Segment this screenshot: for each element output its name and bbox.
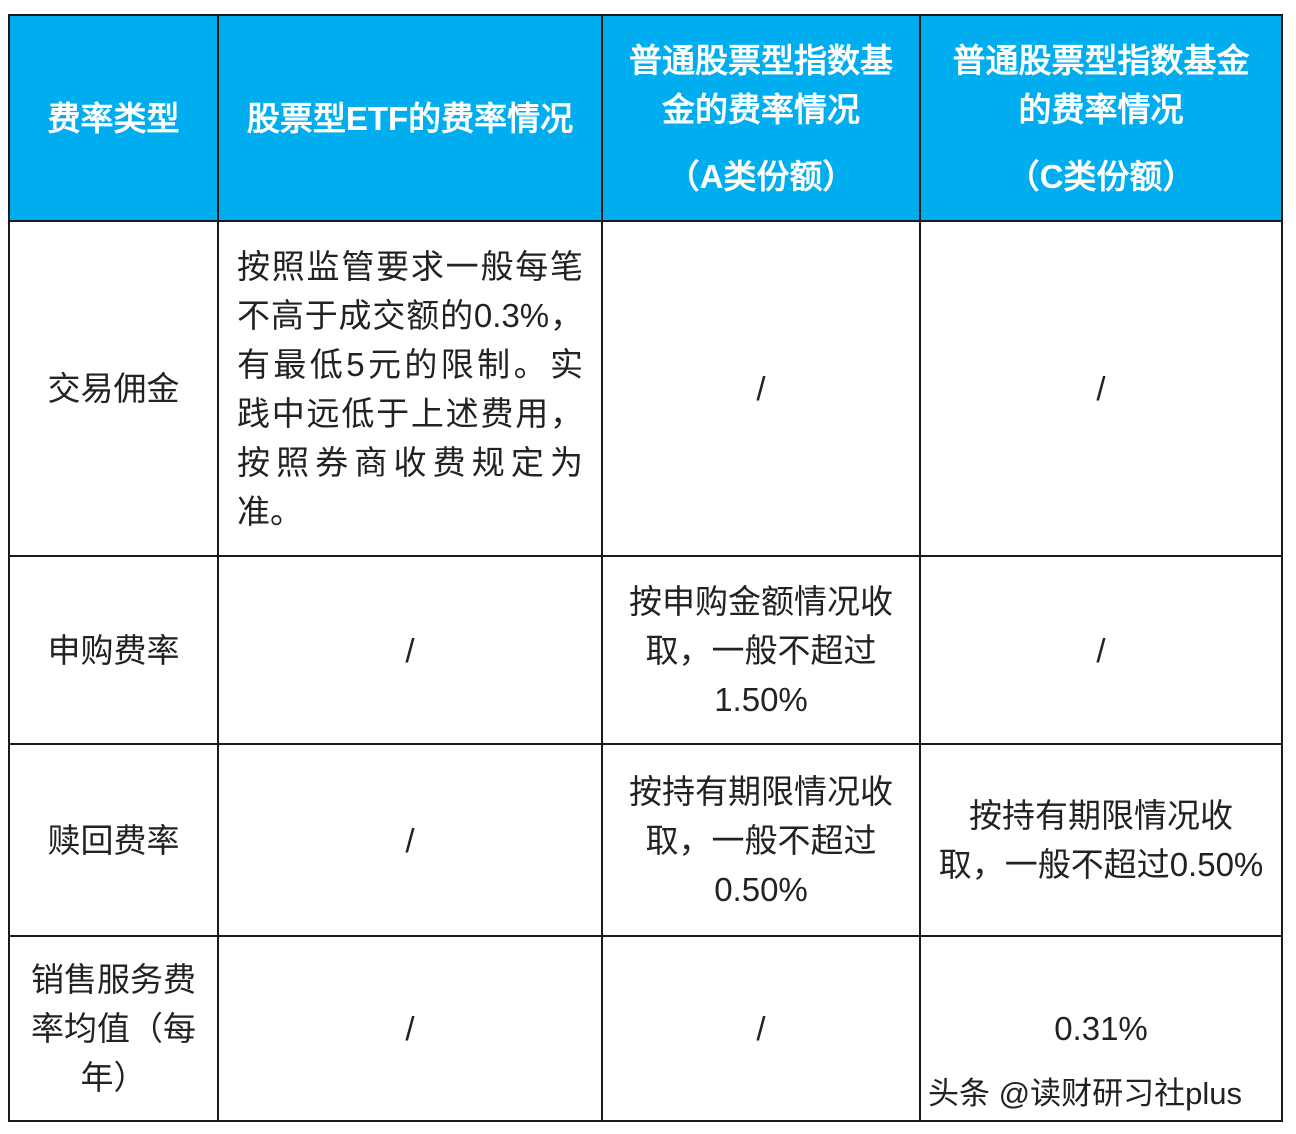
cell-a: 按申购金额情况收取，一般不超过1.50% [601, 555, 921, 745]
header-index-c: 普通股票型指数基金的费率情况 （C类份额） [919, 14, 1283, 222]
cell-a: / [601, 220, 921, 557]
cell-type: 赎回费率 [8, 743, 219, 937]
header-index-c-sub: （C类份额） [1006, 157, 1196, 195]
header-row: 费率类型 股票型ETF的费率情况 普通股票型指数基金的费率情况 （A类份额） 普通… [8, 14, 1283, 222]
watermark: 头条 @读财研习社plus [928, 1076, 1242, 1111]
cell-a: 按持有期限情况收取，一般不超过0.50% [601, 743, 921, 937]
header-index-c-title: 普通股票型指数基金的费率情况 [952, 41, 1250, 128]
cell-type: 交易佣金 [8, 220, 219, 557]
table-row: 申购费率 / 按申购金额情况收取，一般不超过1.50% / [8, 555, 1283, 745]
table-row: 交易佣金 按照监管要求一般每笔不高于成交额的0.3%，有最低5元的限制。实践中远… [8, 220, 1283, 557]
cell-etf: / [217, 935, 603, 1122]
cell-type: 销售服务费率均值（每年） [8, 935, 219, 1122]
fee-comparison-table: 费率类型 股票型ETF的费率情况 普通股票型指数基金的费率情况 （A类份额） 普通… [8, 14, 1283, 1122]
cell-etf: 按照监管要求一般每笔不高于成交额的0.3%，有最低5元的限制。实践中远低于上述费… [217, 220, 603, 557]
header-etf: 股票型ETF的费率情况 [217, 14, 603, 222]
cell-etf: / [217, 555, 603, 745]
cell-a: / [601, 935, 921, 1122]
cell-c: 0.31% [919, 935, 1283, 1122]
header-index-a: 普通股票型指数基金的费率情况 （A类份额） [601, 14, 921, 222]
cell-c: 按持有期限情况收取，一般不超过0.50% [919, 743, 1283, 937]
cell-etf: / [217, 743, 603, 937]
header-fee-type: 费率类型 [8, 14, 219, 222]
cell-c: / [919, 220, 1283, 557]
table-row: 销售服务费率均值（每年） / / 0.31% [8, 935, 1283, 1122]
table-row: 赎回费率 / 按持有期限情况收取，一般不超过0.50% 按持有期限情况收取，一般… [8, 743, 1283, 937]
cell-type: 申购费率 [8, 555, 219, 745]
header-index-a-title: 普通股票型指数基金的费率情况 [629, 41, 893, 128]
cell-c: / [919, 555, 1283, 745]
header-index-a-sub: （A类份额） [666, 157, 856, 195]
